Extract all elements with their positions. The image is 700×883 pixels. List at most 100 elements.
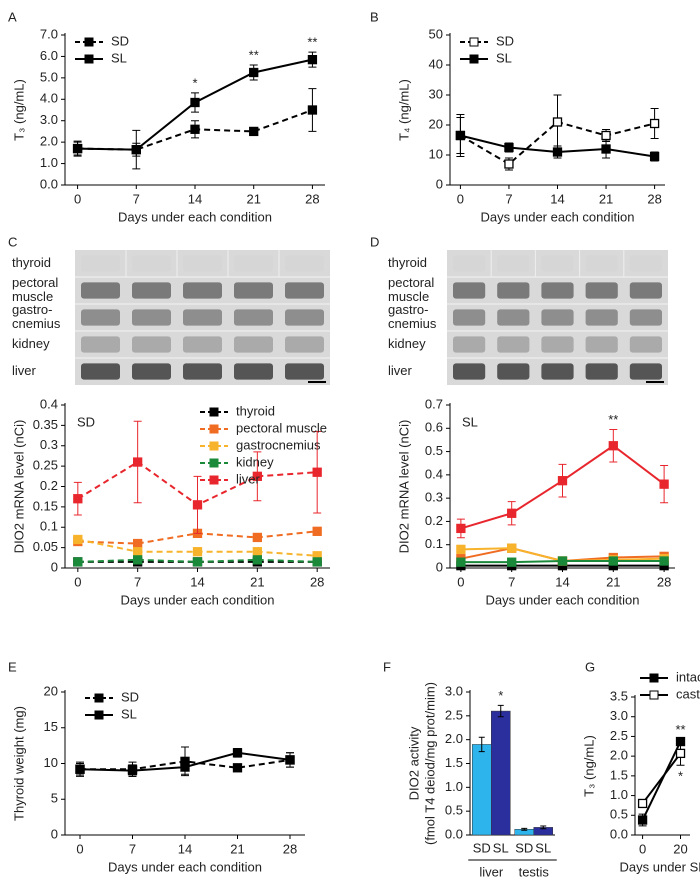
blot-label: liver [12, 363, 37, 378]
tissue-section [453, 309, 486, 326]
y-axis-label: (fmol T4 deiod/mg prot/mim) [422, 682, 437, 845]
data-point [192, 500, 203, 510]
tissue-section [132, 255, 171, 272]
blot-label: kidney [12, 336, 50, 351]
legend-label: thyroid [236, 403, 275, 418]
panel-label: B [370, 9, 379, 24]
y-axis-label: T₃ (ng/mL) [581, 735, 596, 797]
tissue-section [81, 309, 120, 326]
legend-marker [209, 458, 219, 468]
tissue-section [81, 336, 120, 353]
tissue-section [183, 336, 222, 353]
y-tick-label: 50 [429, 26, 443, 41]
tissue-section [585, 336, 618, 353]
x-tick-label: SD [515, 840, 533, 855]
data-point [649, 151, 660, 162]
y-tick-label: 3.0 [610, 708, 628, 723]
tissue-section [81, 255, 120, 272]
data-point [456, 544, 466, 555]
panel-label: C [8, 234, 17, 249]
data-point [312, 526, 322, 536]
y-tick-label: 2.5 [610, 728, 628, 743]
tissue-section [183, 309, 222, 326]
tissue-section [497, 255, 530, 272]
y-tick-label: 7.0 [40, 26, 58, 41]
significance-mark: ** [608, 412, 618, 427]
tissue-section [285, 336, 324, 353]
error-bar [478, 736, 485, 753]
x-tick-label: 28 [283, 841, 297, 856]
data-point [307, 54, 318, 65]
tissue-section [497, 336, 530, 353]
significance-mark: ** [249, 47, 259, 62]
data-point [455, 130, 466, 141]
x-tick-label: 14 [188, 191, 202, 206]
x-tick-label: 0 [74, 574, 81, 589]
tissue-section [234, 363, 273, 380]
y-tick-label: 0.5 [425, 443, 443, 458]
y-tick-label: 0 [51, 559, 58, 574]
data-point [252, 547, 262, 557]
y-tick-label: 10 [429, 146, 443, 161]
data-point [127, 766, 138, 776]
x-tick-label: 28 [647, 191, 661, 206]
blot-label: pectoral [12, 275, 58, 290]
x-tick-label: 7 [133, 191, 140, 206]
x-tick-label: 21 [250, 574, 264, 589]
tissue-section [453, 282, 486, 299]
blot-label: liver [388, 363, 413, 378]
legend-marker [649, 673, 659, 683]
y-tick-label: 3.5 [610, 688, 628, 703]
data-point [73, 494, 83, 504]
y-tick-label: 0 [436, 176, 443, 191]
y-axis-label: Thyroid weight (mg) [11, 706, 26, 821]
legend-label: intact [676, 669, 700, 684]
y-tick-label: 2.0 [445, 731, 463, 746]
x-tick-label: 28 [305, 191, 319, 206]
y-tick-label: 2.0 [40, 134, 58, 149]
y-axis-label: DIO2 activity [406, 726, 421, 800]
y-tick-label: 0.4 [425, 466, 443, 481]
blot-label: cnemius [12, 316, 61, 331]
legend-label: gastrocnemius [236, 437, 321, 452]
y-tick-label: 4.0 [40, 91, 58, 106]
legend-label: kidney [236, 454, 274, 469]
legend-label: SL [111, 50, 127, 65]
x-tick-label: 14 [555, 574, 569, 589]
data-point [249, 126, 259, 137]
y-tick-label: 0.5 [445, 803, 463, 818]
panel-label: A [8, 9, 17, 24]
x-tick-label: 14 [190, 574, 204, 589]
legend-marker [469, 54, 479, 64]
legend-label: SD [111, 33, 129, 48]
data-point [75, 764, 85, 774]
y-tick-label: 6.0 [40, 48, 58, 63]
blot-label: thyroid [388, 255, 427, 270]
legend-marker [209, 424, 219, 434]
x-tick-label: 21 [599, 191, 613, 206]
tissue-section [234, 309, 273, 326]
x-tick-label: SL [493, 840, 509, 855]
inset-label: SL [462, 414, 478, 429]
blot-label: gastro- [12, 302, 52, 317]
data-point [232, 748, 243, 758]
y-tick-label: 20 [44, 683, 58, 698]
y-tick-label: 1.5 [610, 767, 628, 782]
y-tick-label: 0.1 [425, 536, 443, 551]
inset-label: SD [77, 414, 95, 429]
x-axis-label: Days under each condition [108, 859, 262, 874]
data-point [133, 547, 143, 557]
y-tick-label: 0.0 [40, 176, 58, 191]
data-point [557, 556, 568, 566]
y-tick-label: 0.35 [33, 417, 58, 432]
data-point [307, 105, 318, 115]
data-point [601, 130, 611, 141]
tissue-section [183, 282, 222, 299]
significance-mark: * [498, 688, 503, 703]
tissue-section [234, 282, 273, 299]
y-tick-label: 2.5 [445, 707, 463, 722]
x-tick-label: 7 [508, 574, 515, 589]
tissue-section [285, 309, 324, 326]
data-point [608, 441, 618, 451]
data-point [456, 557, 466, 567]
